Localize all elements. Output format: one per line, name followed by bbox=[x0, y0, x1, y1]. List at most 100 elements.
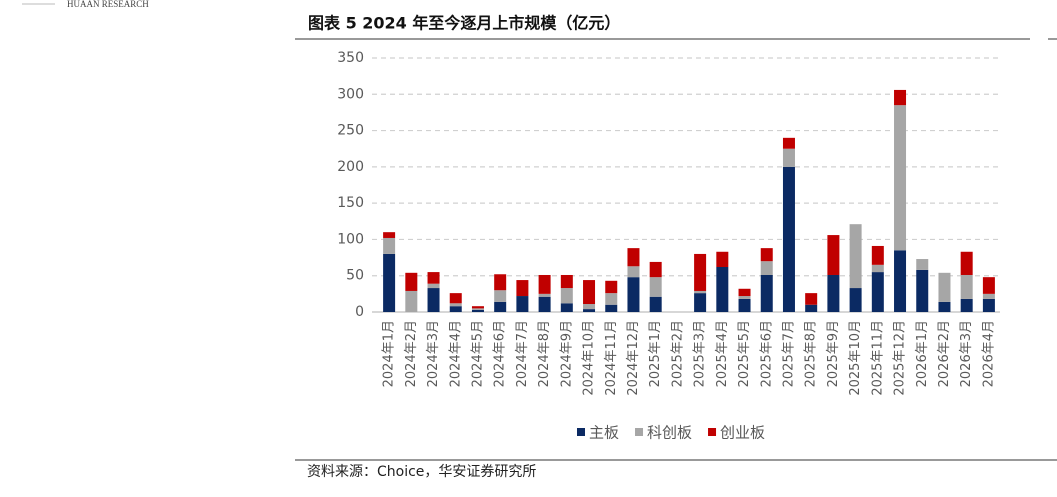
legend-label: 科创板 bbox=[647, 424, 692, 442]
x-tick-label: 2025年6月 bbox=[759, 320, 774, 387]
x-tick-label: 2025年7月 bbox=[781, 320, 796, 387]
x-tick-label: 2026年2月 bbox=[937, 320, 952, 387]
x-tick-label: 2025年5月 bbox=[737, 320, 752, 387]
x-tick-label: 2024年9月 bbox=[559, 320, 574, 387]
bar-segment bbox=[538, 296, 551, 312]
bar-segment bbox=[827, 274, 840, 312]
x-tick-label: 2025年3月 bbox=[693, 320, 708, 387]
bar-segment bbox=[894, 250, 907, 312]
bar-segment bbox=[805, 293, 818, 305]
bar-segment bbox=[760, 274, 773, 312]
legend-label: 主板 bbox=[589, 424, 619, 442]
bar-segment bbox=[494, 274, 507, 291]
legend-swatch bbox=[635, 428, 644, 436]
y-tick-label: 350 bbox=[337, 50, 364, 66]
bar-segment bbox=[449, 303, 462, 307]
bar-segment bbox=[471, 308, 484, 310]
bar-segment bbox=[605, 293, 618, 305]
bar-segment bbox=[894, 105, 907, 251]
bar-segment bbox=[760, 248, 773, 262]
y-tick-label: 100 bbox=[337, 231, 364, 247]
bar-segment bbox=[871, 264, 884, 273]
x-tick-label: 2024年11月 bbox=[604, 320, 619, 396]
x-tick-label: 2025年10月 bbox=[848, 320, 863, 396]
bar-segment bbox=[427, 272, 440, 284]
bar-segment bbox=[694, 293, 707, 312]
x-tick-label: 2024年4月 bbox=[448, 320, 463, 387]
x-tick-label: 2026年3月 bbox=[959, 320, 974, 387]
bar-segment bbox=[694, 253, 707, 291]
bar-segment bbox=[916, 269, 929, 312]
y-tick-label: 300 bbox=[337, 86, 364, 102]
bar-segment bbox=[538, 274, 551, 294]
bar-segment bbox=[982, 277, 995, 294]
bar-segment bbox=[849, 288, 862, 312]
y-tick-label: 200 bbox=[337, 159, 364, 175]
bar-segment bbox=[649, 277, 662, 297]
bar-segment bbox=[583, 309, 596, 312]
bar-segment bbox=[471, 309, 484, 312]
x-tick-label: 2024年5月 bbox=[470, 320, 485, 387]
x-tick-label: 2025年9月 bbox=[826, 320, 841, 387]
bar-segment bbox=[605, 280, 618, 294]
bar-segment bbox=[471, 306, 484, 309]
x-tick-label: 2025年12月 bbox=[893, 320, 908, 396]
x-tick-label: 2025年8月 bbox=[804, 320, 819, 387]
x-tick-label: 2025年4月 bbox=[715, 320, 730, 387]
bar-segment bbox=[627, 248, 640, 267]
bar-segment bbox=[938, 272, 951, 302]
bar-segment bbox=[782, 166, 795, 312]
bar-segment bbox=[871, 245, 884, 265]
bar-segment bbox=[738, 298, 751, 312]
bar-segment bbox=[516, 280, 529, 297]
bar-segment bbox=[960, 251, 973, 275]
x-tick-label: 2025年1月 bbox=[648, 320, 663, 387]
bar-segment bbox=[449, 306, 462, 312]
y-tick-label: 0 bbox=[355, 304, 364, 320]
bar-segment bbox=[782, 148, 795, 167]
x-tick-label: 2024年6月 bbox=[493, 320, 508, 387]
bar-segment bbox=[427, 288, 440, 312]
bar-segment bbox=[449, 293, 462, 304]
bar-segment bbox=[649, 261, 662, 278]
x-tick-label: 2024年3月 bbox=[426, 320, 441, 387]
bar-segment bbox=[938, 301, 951, 312]
x-tick-label: 2026年1月 bbox=[915, 320, 930, 387]
bar-segment bbox=[627, 277, 640, 312]
bar-segment bbox=[494, 290, 507, 302]
bar-segment bbox=[827, 235, 840, 275]
bar-segment bbox=[716, 251, 729, 268]
x-tick-label: 2024年10月 bbox=[582, 320, 597, 396]
header: HUAAN RESEARCH bbox=[67, 0, 149, 9]
bar-segment bbox=[849, 224, 862, 289]
bar-segment bbox=[383, 232, 396, 238]
x-tick-label: 2024年1月 bbox=[382, 320, 397, 387]
bar-segment bbox=[605, 304, 618, 312]
y-tick-label: 250 bbox=[337, 123, 364, 139]
legend-label: 创业板 bbox=[720, 424, 765, 442]
source: 资料来源：Choice，华安证券研究所 bbox=[307, 464, 536, 480]
x-tick-label: 2024年2月 bbox=[404, 320, 419, 387]
bar-segment bbox=[405, 290, 418, 312]
bar-segment bbox=[738, 296, 751, 299]
x-tick-label: 2024年7月 bbox=[515, 320, 530, 387]
x-tick-label: 2024年8月 bbox=[537, 320, 552, 387]
bar-segment bbox=[716, 267, 729, 312]
bar-segment bbox=[383, 253, 396, 312]
bar-segment bbox=[560, 303, 573, 312]
bar-segment bbox=[805, 304, 818, 312]
bar-segment bbox=[560, 274, 573, 289]
bar-segment bbox=[427, 283, 440, 289]
bar-segment bbox=[583, 304, 596, 310]
bar-segment bbox=[694, 290, 707, 294]
chart-title: 图表 5 2024 年至今逐月上市规模（亿元） bbox=[308, 14, 620, 33]
legend-swatch bbox=[577, 428, 585, 436]
x-tick-label: 2025年2月 bbox=[670, 320, 685, 387]
bar-segment bbox=[782, 137, 795, 149]
bar-segment bbox=[560, 288, 573, 304]
x-tick-label: 2025年11月 bbox=[870, 320, 885, 396]
legend-swatch bbox=[708, 428, 717, 436]
bar-segment bbox=[982, 298, 995, 312]
bar-segment bbox=[960, 274, 973, 299]
